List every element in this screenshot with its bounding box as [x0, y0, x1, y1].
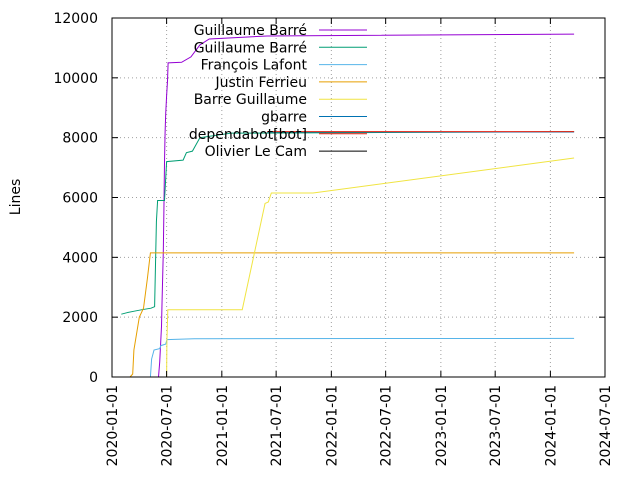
x-tick-label: 2023-07-01 — [488, 385, 504, 466]
series-line — [145, 337, 575, 378]
legend-label: gbarre — [261, 110, 307, 126]
legend-label: Guillaume Barré — [194, 40, 307, 56]
x-tick-label: 2023-01-01 — [434, 385, 450, 466]
grid-lines — [111, 18, 606, 377]
y-tick-label: 10000 — [53, 71, 98, 87]
series-lines — [121, 33, 575, 378]
y-axis-ticks: 0 2000 4000 6000 8000 10000 12000 — [53, 11, 605, 386]
legend-label: François Lafont — [201, 58, 308, 74]
x-tick-label: 2021-07-01 — [269, 385, 285, 466]
plot-frame — [111, 17, 606, 378]
series-line — [121, 131, 575, 315]
x-tick-label: 2020-07-01 — [160, 385, 176, 466]
x-axis-ticks: 2020-01-01 2020-07-01 2021-01-01 2021-07-01… — [105, 18, 614, 466]
x-tick-label: 2022-01-01 — [324, 385, 340, 466]
legend-label: Olivier Le Cam — [205, 144, 307, 160]
y-tick-label: 12000 — [53, 11, 98, 27]
series-line — [129, 252, 575, 378]
legend-label: Barre Guillaume — [194, 92, 307, 108]
legend-label: Guillaume Barré — [194, 23, 307, 39]
y-tick-label: 8000 — [62, 131, 98, 147]
x-tick-label: 2021-01-01 — [215, 385, 231, 466]
x-tick-label: 2020-01-01 — [105, 385, 121, 466]
y-tick-label: 4000 — [62, 250, 98, 266]
y-axis-label: Lines — [8, 179, 24, 215]
x-tick-label: 2024-01-01 — [543, 385, 559, 466]
y-tick-label: 2000 — [62, 310, 98, 326]
y-tick-label: 0 — [89, 370, 98, 386]
x-tick-label: 2022-07-01 — [379, 385, 395, 466]
legend-label: dependabot[bot] — [189, 127, 307, 143]
x-tick-label: 2024-07-01 — [598, 385, 614, 466]
y-tick-label: 6000 — [62, 191, 98, 207]
series-line — [166, 157, 575, 378]
series-line — [158, 33, 575, 378]
legend-label: Justin Ferrieu — [214, 75, 307, 91]
